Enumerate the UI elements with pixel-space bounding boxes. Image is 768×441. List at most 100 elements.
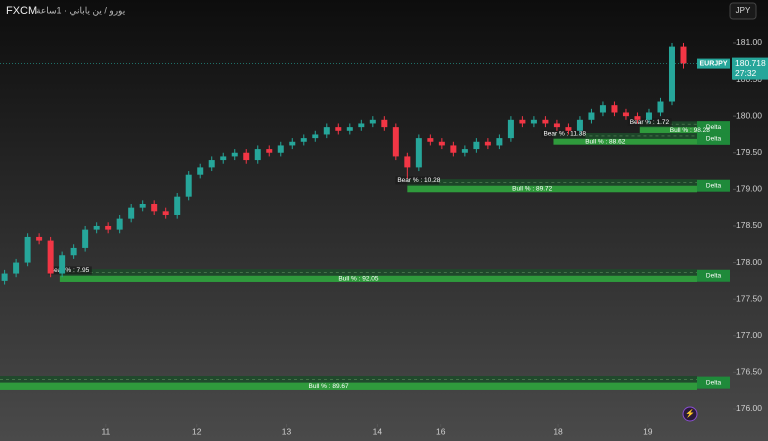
broker: FXCM — [6, 5, 37, 17]
delta-label: Delta — [706, 124, 722, 131]
bear-label-bg — [627, 118, 672, 127]
candle-body — [105, 225, 112, 230]
candle-body — [645, 112, 652, 120]
countdown-label: 27:32 — [735, 68, 757, 78]
delta-box — [697, 132, 730, 145]
candle-body — [565, 127, 572, 131]
y-tick-label: 177.00 — [736, 330, 762, 340]
x-tick-label: 12 — [192, 426, 202, 436]
bull-band — [639, 127, 697, 133]
candle-body — [323, 127, 330, 135]
y-tick-label: 177.50 — [736, 293, 762, 303]
candle-body — [369, 119, 376, 124]
bull-band — [0, 382, 697, 390]
delta-box — [697, 269, 730, 282]
candle-body — [266, 149, 273, 153]
candle-body — [427, 138, 434, 142]
candle-body — [634, 116, 641, 120]
x-tick-label: 16 — [436, 426, 446, 436]
candle-body — [128, 207, 135, 219]
candle-body — [116, 218, 123, 230]
candle-body — [507, 119, 514, 139]
y-tick-label: 180.00 — [736, 110, 762, 120]
candle-body — [496, 138, 503, 146]
candle-body — [312, 134, 319, 139]
candle-body — [254, 149, 261, 161]
candle-body — [162, 211, 169, 215]
bear-label: Bear % : 10.28 — [397, 177, 440, 184]
bull-label: Bull % : 88.62 — [585, 138, 625, 145]
delta-box — [697, 179, 730, 192]
candle-body — [59, 255, 66, 274]
candle-body — [461, 149, 468, 153]
bull-band — [407, 185, 697, 193]
candle-body — [220, 156, 227, 161]
candle-body — [404, 156, 411, 168]
x-tick-label: 19 — [643, 426, 653, 436]
x-tick-label: 13 — [282, 426, 292, 436]
price-tag — [732, 57, 768, 80]
candle-body — [82, 229, 89, 248]
currency-label: JPY — [736, 6, 751, 15]
bull-label: Bull % : 89.67 — [309, 383, 349, 390]
candle-body — [542, 119, 549, 124]
bear-label-bg — [541, 129, 586, 138]
bull-band — [553, 138, 697, 145]
currency-button[interactable] — [729, 2, 757, 20]
y-tick-label: 178.00 — [736, 257, 762, 267]
candle-body — [197, 167, 204, 175]
candle-body — [415, 138, 422, 168]
candle-body — [185, 174, 192, 197]
candle-body — [438, 141, 445, 146]
candle-body — [622, 112, 629, 117]
candle-body — [473, 141, 480, 150]
candle-body — [484, 141, 491, 146]
bear-label: Bear % : 1.72 — [630, 119, 670, 126]
candle-body — [300, 138, 307, 142]
delta-label: Delta — [706, 379, 722, 386]
candle-body — [47, 240, 54, 274]
candle-body — [346, 127, 353, 131]
y-tick-label: 181.00 — [736, 37, 762, 47]
lightning-glyph: ⚡ — [685, 408, 695, 418]
bear-band — [553, 132, 697, 139]
candle-body — [174, 196, 181, 215]
candle-body — [70, 247, 77, 256]
delta-box — [697, 121, 730, 134]
candle-body — [680, 46, 687, 64]
y-tick-label: 179.00 — [736, 184, 762, 194]
symbol-desc: يورو / ين ياباني · 1ساعة — [36, 5, 126, 16]
candle-body — [13, 262, 20, 274]
bull-label: Bull % : 98.28 — [670, 127, 710, 134]
candle-body — [139, 203, 146, 208]
y-tick-label: 176.50 — [736, 367, 762, 377]
lightning-icon[interactable] — [682, 406, 698, 422]
x-tick-label: 18 — [553, 426, 563, 436]
candle-body — [657, 101, 664, 113]
candle-body — [358, 123, 365, 128]
candle-body — [93, 225, 100, 230]
bull-band — [59, 275, 698, 282]
candle-body — [530, 119, 537, 124]
candle-body — [36, 236, 43, 241]
symbol-label: EURJPY — [699, 60, 727, 67]
bull-label: Bull % : 92.05 — [338, 276, 378, 283]
candle-body — [381, 119, 388, 128]
candle-body — [588, 112, 595, 120]
delta-label: Delta — [706, 272, 722, 279]
candle-body — [335, 127, 342, 131]
candle-body — [392, 127, 399, 157]
candle-body — [668, 46, 675, 102]
candle-body — [24, 236, 31, 263]
candle-body — [243, 152, 250, 161]
x-tick-label: 11 — [101, 426, 110, 436]
price-label: 180.718 — [735, 58, 766, 68]
candle-body — [450, 145, 457, 153]
y-tick-label: 176.00 — [736, 403, 762, 413]
candle-body — [151, 203, 158, 212]
candle-body — [1, 273, 8, 281]
delta-label: Delta — [706, 136, 722, 143]
x-tick-label: 14 — [373, 426, 383, 436]
